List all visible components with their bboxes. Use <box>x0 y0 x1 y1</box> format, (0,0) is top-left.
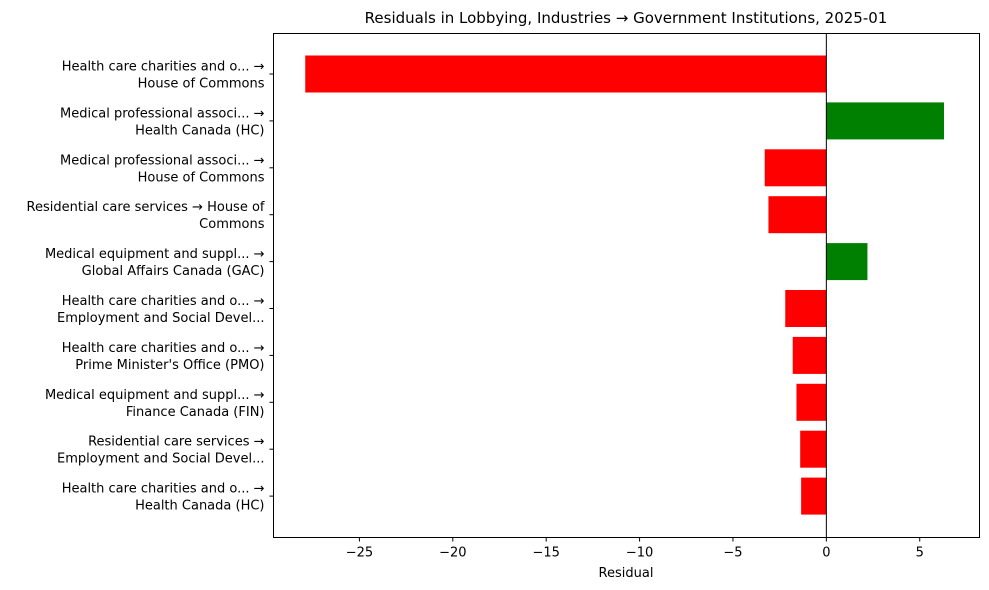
x-tick-label: −20 <box>439 546 466 561</box>
plot-frame <box>273 33 980 538</box>
x-tick-label: −10 <box>626 546 653 561</box>
bar <box>792 336 827 374</box>
bars-group <box>305 55 945 515</box>
category-label: Health care charities and o... → Employme… <box>57 294 265 326</box>
category-label: Health care charities and o... → Prime Mi… <box>62 341 265 373</box>
x-axis-ticks: −25 −20 −15 −10 −5 0 5 <box>346 537 924 561</box>
x-axis-title: Residual <box>599 566 654 581</box>
category-label: Medical professional associ... → Health C… <box>60 106 265 138</box>
bar <box>768 196 827 234</box>
x-tick-label: −15 <box>532 546 559 561</box>
x-tick-label: −5 <box>723 546 742 561</box>
category-label: Residential care services → House of Comm… <box>27 200 265 232</box>
x-tick-label: 5 <box>916 546 924 561</box>
bar <box>785 290 827 327</box>
category-label: Residential care services → Employment an… <box>57 435 265 467</box>
bar <box>800 430 827 468</box>
category-label: Medical equipment and suppl... → Finance … <box>45 388 265 420</box>
bar <box>796 383 827 421</box>
category-label: Medical professional associ... → House of… <box>60 153 265 185</box>
x-tick-label: 0 <box>822 546 830 561</box>
category-label: Health care charities and o... → Health C… <box>62 482 265 514</box>
x-tick-label: −25 <box>346 546 373 561</box>
bar <box>764 149 827 187</box>
bar <box>826 243 868 281</box>
bar <box>826 102 945 140</box>
chart-title: Residuals in Lobbying, Industries → Gove… <box>365 9 888 27</box>
category-label: Health care charities and o... → House of… <box>62 60 265 92</box>
y-axis-ticks: Health care charities and o... → House of… <box>27 60 274 514</box>
bar <box>801 477 827 515</box>
category-label: Medical equipment and suppl... → Global A… <box>45 247 265 279</box>
bar <box>305 55 827 93</box>
